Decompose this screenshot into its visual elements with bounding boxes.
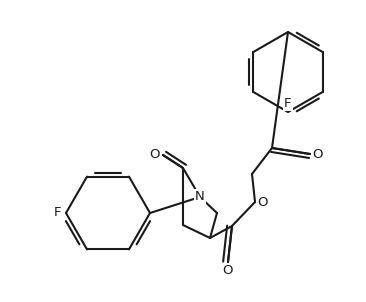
Text: F: F bbox=[284, 97, 292, 110]
Text: O: O bbox=[258, 195, 268, 208]
Text: N: N bbox=[195, 191, 205, 204]
Text: O: O bbox=[313, 147, 323, 160]
Text: O: O bbox=[150, 149, 160, 162]
Text: F: F bbox=[54, 207, 62, 220]
Text: O: O bbox=[223, 265, 233, 278]
